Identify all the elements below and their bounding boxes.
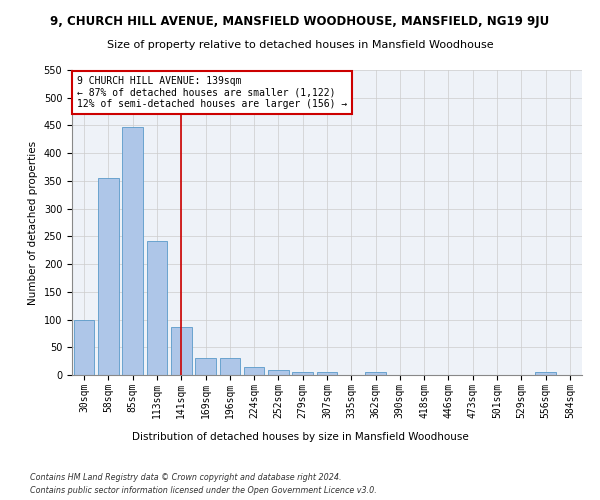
Y-axis label: Number of detached properties: Number of detached properties	[28, 140, 38, 304]
Bar	[268, 370, 289, 375]
Text: Size of property relative to detached houses in Mansfield Woodhouse: Size of property relative to detached ho…	[107, 40, 493, 50]
Bar	[317, 372, 337, 375]
Bar	[220, 358, 240, 375]
Bar	[292, 372, 313, 375]
Text: 9 CHURCH HILL AVENUE: 139sqm
← 87% of detached houses are smaller (1,122)
12% of: 9 CHURCH HILL AVENUE: 139sqm ← 87% of de…	[77, 76, 347, 110]
Bar	[244, 367, 265, 375]
Text: Contains HM Land Registry data © Crown copyright and database right 2024.: Contains HM Land Registry data © Crown c…	[30, 472, 341, 482]
Bar	[146, 241, 167, 375]
Bar	[535, 372, 556, 375]
Bar	[365, 372, 386, 375]
Bar	[171, 328, 191, 375]
Text: Contains public sector information licensed under the Open Government Licence v3: Contains public sector information licen…	[30, 486, 377, 495]
Bar	[74, 320, 94, 375]
Text: 9, CHURCH HILL AVENUE, MANSFIELD WOODHOUSE, MANSFIELD, NG19 9JU: 9, CHURCH HILL AVENUE, MANSFIELD WOODHOU…	[50, 15, 550, 28]
Text: Distribution of detached houses by size in Mansfield Woodhouse: Distribution of detached houses by size …	[131, 432, 469, 442]
Bar	[195, 358, 216, 375]
Bar	[122, 126, 143, 375]
Bar	[98, 178, 119, 375]
